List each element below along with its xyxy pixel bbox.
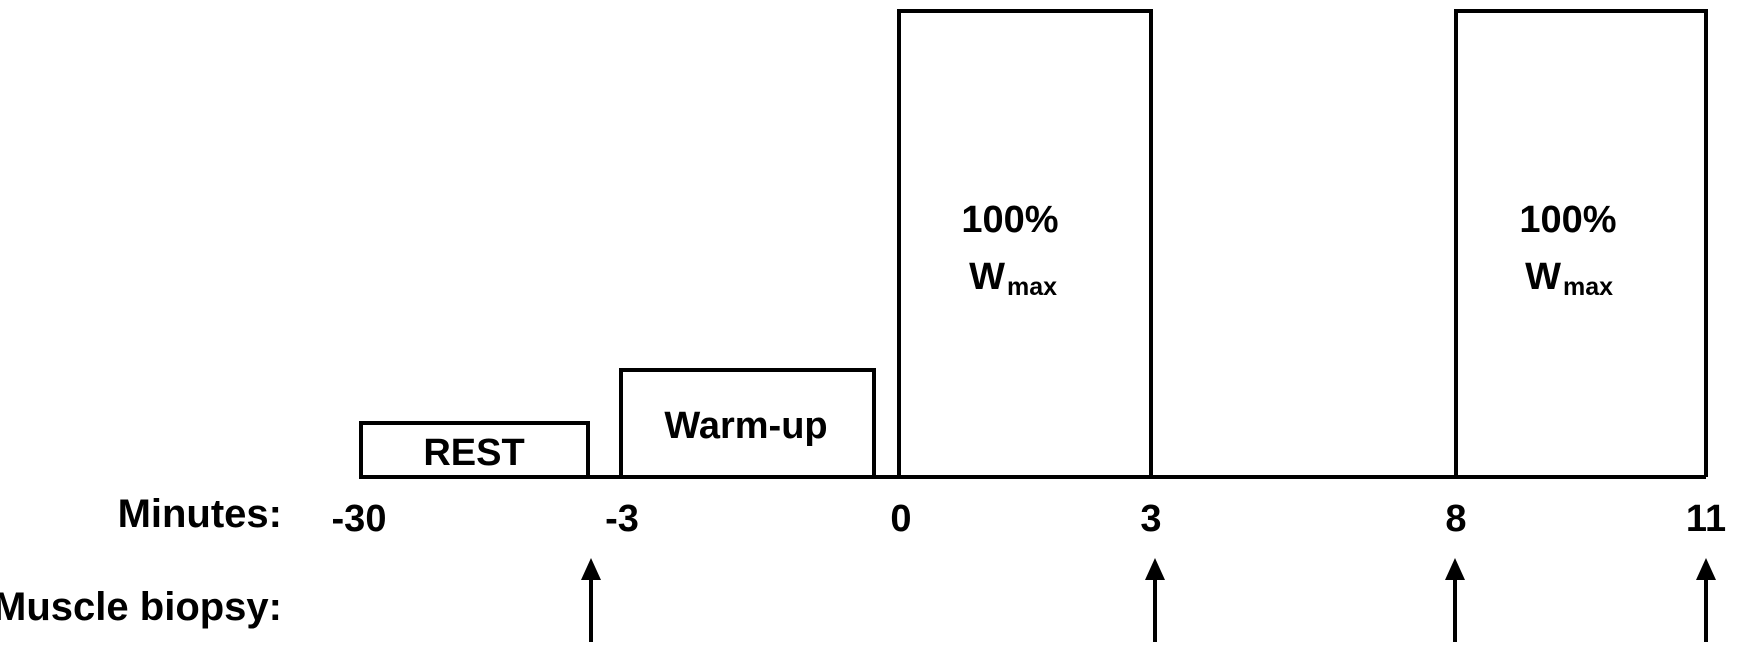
tick-label-8: 8 xyxy=(1445,498,1466,540)
tick-label-3: 3 xyxy=(1140,498,1161,540)
wmax-bout-1-subscript: max xyxy=(1007,273,1057,301)
warmup-block: Warm-up xyxy=(619,368,876,477)
biopsy-arrow-11 xyxy=(1696,558,1716,642)
warmup-block-outline xyxy=(619,368,876,477)
biopsy-arrow-3 xyxy=(1145,558,1165,642)
wmax-bout-1: 100% W max xyxy=(897,9,1153,477)
minutes-row-label: Minutes: xyxy=(118,492,282,536)
tick-label-0: 0 xyxy=(890,498,911,540)
rest-block: REST xyxy=(359,421,590,477)
warmup-block-label: Warm-up xyxy=(664,405,827,447)
wmax-bout-2-w: W xyxy=(1525,256,1561,298)
tick-label-minus-30: -30 xyxy=(332,498,387,540)
wmax-bout-1-w: W xyxy=(969,256,1005,298)
tick-label-11: 11 xyxy=(1686,498,1726,540)
rest-block-label: REST xyxy=(423,432,524,474)
wmax-bout-1-percent: 100% xyxy=(961,199,1058,241)
wmax-bout-2-outline xyxy=(1454,9,1708,477)
wmax-bout-2-percent: 100% xyxy=(1519,199,1616,241)
biopsy-arrow-minus-3 xyxy=(581,558,601,642)
biopsy-arrow-head xyxy=(1696,558,1716,580)
muscle-biopsy-row-label: Muscle biopsy: xyxy=(0,585,282,629)
biopsy-arrow-head xyxy=(581,558,601,580)
wmax-bout-1-outline xyxy=(897,9,1153,477)
rest-block-outline xyxy=(359,421,590,477)
tick-label-minus-3: -3 xyxy=(605,498,639,540)
wmax-bout-2-subscript: max xyxy=(1563,273,1613,301)
biopsy-arrow-head xyxy=(1145,558,1165,580)
biopsy-arrow-head xyxy=(1445,558,1465,580)
wmax-bout-2: 100% W max xyxy=(1454,9,1708,477)
biopsy-arrow-8 xyxy=(1445,558,1465,642)
